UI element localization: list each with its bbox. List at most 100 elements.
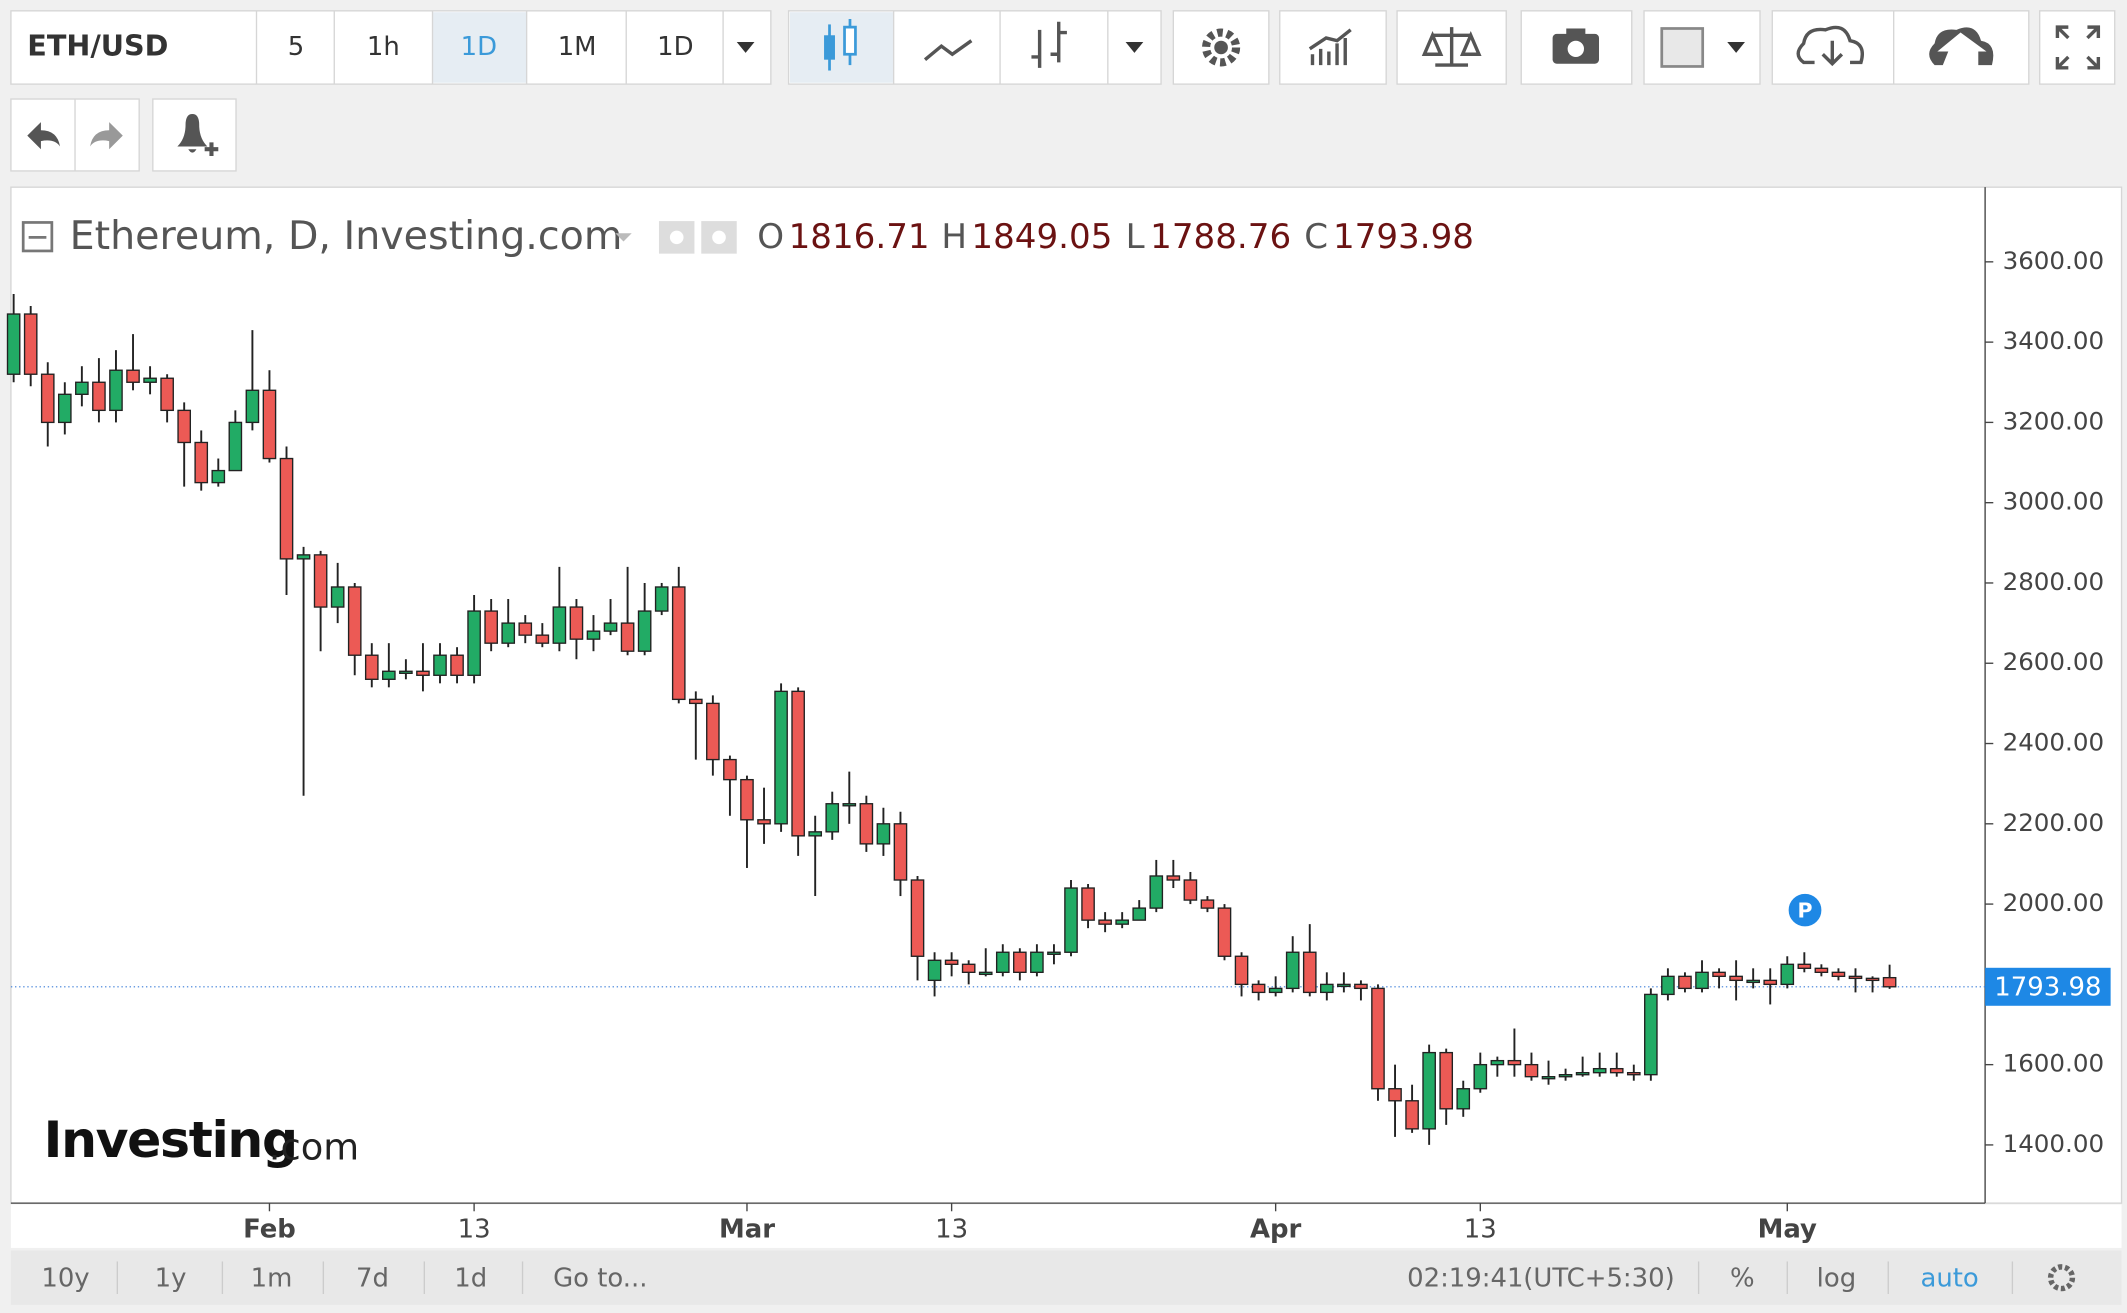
gear-icon [1201,28,1241,67]
y-tick-label: 3400.00 [2003,326,2104,355]
chart-panel [10,186,2123,1204]
range-button[interactable]: 7d [356,1264,389,1294]
interval-bar [10,10,772,85]
indicators-button[interactable] [1279,10,1387,85]
ohlc-label: H [941,217,967,257]
candle-body [160,377,174,412]
annotation-badge[interactable] [1785,891,1825,930]
candle-body [143,377,157,383]
candle-body [910,879,925,957]
interval-button[interactable]: 1h [367,32,400,62]
range-button[interactable]: 1y [155,1264,187,1294]
y-tick-label: 2200.00 [2003,808,2104,837]
active-bg [789,12,894,83]
ohlc-label: O [757,217,784,257]
line-icon[interactable] [923,39,973,61]
candle-body [1524,1063,1539,1078]
cloud-download-icon[interactable] [1796,25,1865,67]
candle-body [1507,1059,1522,1066]
fullscreen-button[interactable] [2039,10,2116,85]
x-tick-label: 13 [458,1215,491,1245]
candle-body [313,554,328,608]
indicators-icon [1308,28,1352,66]
last-price-tag [1985,967,2111,1006]
candle-body [1695,971,1709,990]
interval-button[interactable]: 1D [657,32,693,62]
dropdown-caret[interactable] [615,233,632,242]
range-button[interactable]: 10y [41,1264,89,1294]
candle-icon[interactable] [824,18,857,71]
redo-icon[interactable] [90,122,123,150]
bell-icon [177,113,208,153]
candle-body [944,959,959,965]
range-button[interactable]: 1m [251,1264,293,1294]
candle-body [1302,951,1317,994]
candle-body [569,606,584,640]
candle-body [1354,983,1368,990]
candle-body [1609,1067,1624,1074]
auto-button[interactable]: auto [1920,1264,1978,1294]
logo: Investing [44,1110,297,1169]
candle-body [1661,975,1675,996]
interval-button[interactable]: 1M [558,32,597,62]
candle-body [842,803,857,807]
candle-body [1541,1076,1556,1080]
candle-body [1848,975,1863,980]
candle-body [1780,963,1795,986]
percent-button[interactable]: % [1730,1264,1755,1294]
timezone[interactable]: (UTC+5:30) [1523,1264,1674,1294]
candle-body [1712,971,1726,978]
candle-body [1729,975,1743,982]
settings-icon[interactable] [2047,1264,2076,1292]
candle-body [859,803,874,845]
goto-button[interactable]: Go to... [553,1264,647,1294]
dropdown-caret [1727,42,1745,53]
candle-body [126,369,140,383]
candle-body [1030,951,1044,974]
bottom-bar [10,1250,2122,1305]
x-axis-area [10,1204,2122,1248]
candle-body [1388,1088,1402,1102]
candle-body [75,381,89,395]
dropdown-caret[interactable] [1125,42,1144,53]
candle-body [1183,879,1198,901]
log-button[interactable]: log [1817,1264,1856,1294]
candle-body [688,698,703,705]
candle-body [1200,899,1215,909]
candle-body [1439,1051,1454,1110]
candle-body [1319,983,1334,994]
candle-body [791,690,805,837]
candle-body [1678,975,1692,990]
interval-button[interactable]: 5 [288,32,304,62]
y-tick-label: 3200.00 [2003,406,2104,435]
camera-icon [1566,28,1586,37]
candle-body [211,469,226,484]
undo-icon[interactable] [27,122,61,150]
candle-body [671,586,686,701]
range-button[interactable]: 1d [454,1264,487,1294]
candle-body [245,389,260,424]
candle-body [774,690,788,825]
candle-body [40,373,55,424]
candle-body [109,369,123,412]
candle-body [637,610,652,652]
candle-body [1064,887,1078,953]
symbol[interactable]: ETH/USD [27,29,168,63]
candle-body [1251,983,1266,994]
collapse-icon[interactable] [21,221,54,253]
x-tick-label: Feb [243,1215,296,1245]
scales-icon [1421,27,1482,67]
candle-body [1456,1088,1471,1110]
dropdown-caret[interactable] [736,42,755,53]
last-price-label: 1793.98 [1994,973,2101,1003]
clock: 02:19:41 [1407,1264,1523,1294]
x-tick-label: Mar [719,1215,775,1245]
candle-body [194,441,209,484]
bars-icon[interactable] [1031,21,1067,68]
candle-body [654,586,669,612]
interval-button[interactable]: 1D [461,32,497,62]
candle-body [330,586,345,608]
cloud-upload-icon[interactable] [1929,27,1994,66]
candle-body [876,823,891,845]
candle-body [552,606,567,644]
